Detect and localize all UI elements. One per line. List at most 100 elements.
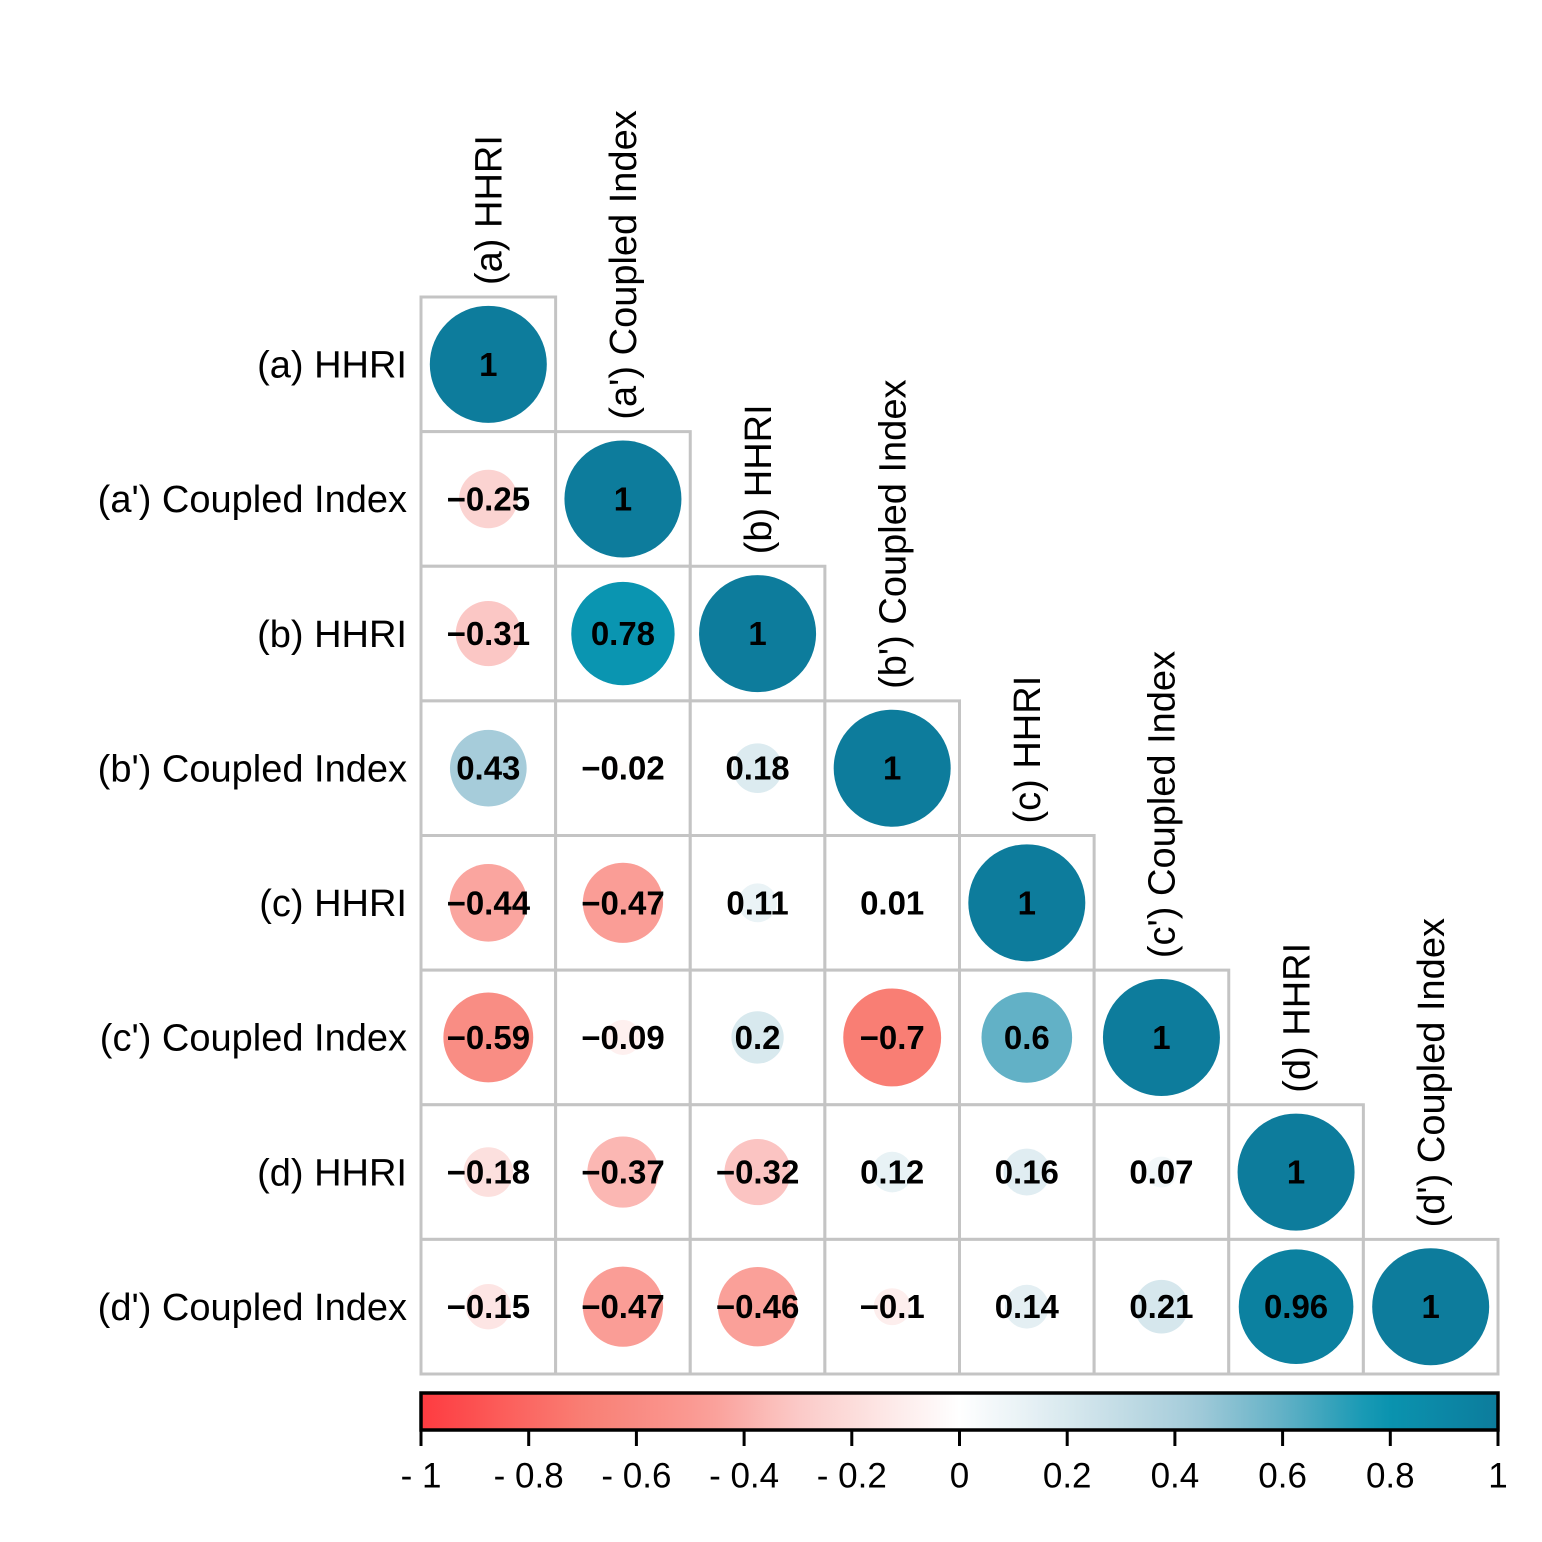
colorbar-tick-label: 0 bbox=[950, 1456, 969, 1495]
column-label: (a') Coupled Index bbox=[603, 110, 645, 419]
correlation-circle bbox=[871, 1151, 913, 1193]
correlation-circle bbox=[455, 600, 521, 667]
correlation-value: 0.07 bbox=[1129, 1154, 1193, 1191]
correlation-circle bbox=[843, 988, 942, 1087]
correlation-circle bbox=[732, 743, 783, 794]
colorbar-tick-label: 0.6 bbox=[1258, 1456, 1307, 1495]
correlation-circle bbox=[1237, 1113, 1355, 1231]
correlation-value: −0.37 bbox=[581, 1154, 665, 1191]
correlation-value: 0.18 bbox=[725, 750, 789, 787]
correlation-circle bbox=[1372, 1248, 1490, 1366]
colorbar-tick-label: - 0.4 bbox=[709, 1456, 779, 1495]
colorbar-tick-label: - 1 bbox=[401, 1456, 442, 1495]
column-label: (a) HHRI bbox=[469, 135, 511, 285]
colorbar-tick-label: 1 bbox=[1488, 1456, 1507, 1495]
correlation-value: 1 bbox=[614, 480, 632, 517]
correlation-value: 0.01 bbox=[860, 884, 924, 921]
correlation-value: 1 bbox=[1152, 1019, 1170, 1056]
correlation-circle bbox=[587, 1136, 659, 1208]
correlation-circle bbox=[614, 759, 632, 777]
column-label: (d') Coupled Index bbox=[1411, 918, 1453, 1227]
correlation-value: 0.96 bbox=[1264, 1288, 1328, 1325]
row-label: (a') Coupled Index bbox=[98, 479, 407, 521]
correlation-circle bbox=[699, 575, 817, 693]
correlation-circle bbox=[717, 1267, 798, 1347]
correlation-circle bbox=[1102, 978, 1220, 1096]
column-label: (b') Coupled Index bbox=[872, 380, 914, 689]
row-labels: (a) HHRI (a') Coupled Index (b) HHRI (b') C… bbox=[98, 345, 407, 1329]
correlation-circle bbox=[459, 469, 518, 529]
colorbar-tick-label: - 0.8 bbox=[494, 1456, 564, 1495]
matrix-cells: 1 −0.25 1 −0.31 0.78 1 0.43 −0.02 0.18 1 −0.44 −0.4… bbox=[419, 295, 1500, 1376]
correlation-circle bbox=[738, 883, 777, 923]
correlation-value: 0.21 bbox=[1129, 1288, 1193, 1325]
correlation-value: −0.47 bbox=[581, 1288, 665, 1325]
row-label: (a) HHRI bbox=[257, 345, 407, 387]
correlation-value: −0.46 bbox=[716, 1288, 800, 1325]
column-label: (d) HHRI bbox=[1276, 943, 1318, 1093]
colorbar-gradient bbox=[419, 1391, 1500, 1432]
correlation-value: −0.32 bbox=[716, 1154, 800, 1191]
correlation-value: −0.59 bbox=[447, 1019, 531, 1056]
correlation-value: 0.78 bbox=[591, 615, 655, 652]
correlation-value: 0.43 bbox=[456, 750, 520, 787]
correlation-circle bbox=[449, 729, 527, 807]
correlation-value: 0.11 bbox=[726, 884, 788, 921]
row-label: (b) HHRI bbox=[257, 614, 407, 656]
correlation-value: −0.44 bbox=[447, 884, 531, 921]
correlation-circle bbox=[873, 1288, 911, 1326]
correlation-circle bbox=[833, 709, 951, 827]
colorbar: - 1 - 0.8 - 0.6 - 0.4 - 0.2 0 0.2 0.4 0.6 0.8 1 bbox=[401, 1391, 1508, 1495]
correlation-circle bbox=[1238, 1249, 1354, 1365]
column-label: (c') Coupled Index bbox=[1142, 651, 1184, 958]
correlation-circle bbox=[981, 992, 1073, 1083]
correlation-circle bbox=[465, 1284, 511, 1330]
colorbar-tick-label: 0.2 bbox=[1043, 1456, 1092, 1495]
correlation-value: 0.6 bbox=[1004, 1019, 1050, 1056]
correlation-circle bbox=[1145, 1156, 1177, 1188]
correlation-circle bbox=[571, 581, 675, 686]
correlation-circle bbox=[449, 864, 528, 942]
correlation-value: −0.47 bbox=[581, 884, 665, 921]
correlation-circle bbox=[605, 1019, 641, 1055]
correlation-circle bbox=[582, 862, 664, 943]
correlation-circle bbox=[1003, 1148, 1051, 1196]
correlation-value: 1 bbox=[479, 346, 497, 383]
row-label: (c) HHRI bbox=[259, 883, 407, 925]
correlation-value: 0.12 bbox=[860, 1154, 924, 1191]
colorbar-tick-label: - 0.2 bbox=[817, 1456, 887, 1495]
colorbar-tick-label: 0.4 bbox=[1151, 1456, 1200, 1495]
correlation-value: 1 bbox=[748, 615, 766, 652]
correlation-circle bbox=[1004, 1284, 1049, 1329]
correlation-value: −0.09 bbox=[581, 1019, 665, 1056]
row-label: (b') Coupled Index bbox=[98, 748, 407, 790]
correlation-value: 1 bbox=[883, 750, 901, 787]
correlation-circle bbox=[886, 896, 899, 909]
correlation-value: −0.7 bbox=[860, 1019, 925, 1056]
row-label: (c') Coupled Index bbox=[100, 1018, 407, 1060]
correlation-value: 1 bbox=[1018, 884, 1036, 921]
row-label: (d') Coupled Index bbox=[98, 1287, 407, 1329]
colorbar-tick-label: 0.8 bbox=[1366, 1456, 1415, 1495]
correlation-value: −0.15 bbox=[447, 1288, 531, 1325]
correlation-value: −0.31 bbox=[447, 615, 531, 652]
correlation-circle bbox=[724, 1138, 791, 1206]
correlation-circle bbox=[429, 305, 547, 423]
correlation-value: −0.25 bbox=[447, 480, 531, 517]
correlation-value: 0.2 bbox=[735, 1019, 781, 1056]
column-label: (c) HHRI bbox=[1007, 676, 1049, 824]
column-labels: (a) HHRI (a') Coupled Index (b) HHRI (b') C… bbox=[469, 110, 1453, 1227]
correlation-value: −0.1 bbox=[860, 1288, 925, 1325]
correlation-circle bbox=[443, 992, 534, 1083]
correlation-circle bbox=[1134, 1279, 1189, 1334]
correlation-circle bbox=[731, 1011, 784, 1064]
correlation-circle bbox=[564, 440, 682, 558]
correlation-value: −0.02 bbox=[581, 750, 665, 787]
column-label: (b) HHRI bbox=[738, 404, 780, 554]
correlation-circle bbox=[582, 1266, 664, 1347]
correlation-value: −0.18 bbox=[447, 1154, 531, 1191]
correlation-value: 1 bbox=[1287, 1154, 1305, 1191]
matrix-cell bbox=[823, 1237, 961, 1376]
